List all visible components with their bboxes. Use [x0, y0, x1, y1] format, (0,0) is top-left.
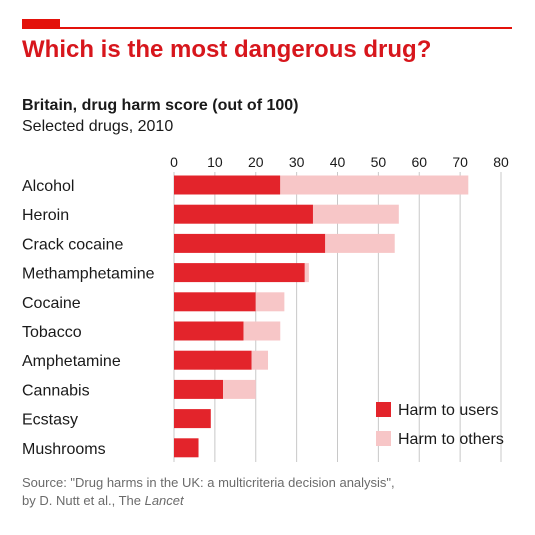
bar-harm-to-others [325, 233, 395, 253]
bar-harm-to-users [174, 409, 211, 429]
bar-harm-to-others [304, 263, 309, 283]
x-tick-label: 40 [330, 154, 346, 170]
legend-swatch-harm-to-others [376, 431, 391, 446]
header-rule [22, 27, 512, 29]
bar-harm-to-users [174, 379, 224, 399]
bar-harm-to-users [174, 263, 305, 283]
x-tick-label: 60 [411, 154, 427, 170]
x-tick-label: 30 [289, 154, 305, 170]
category-label: Heroin [22, 207, 69, 224]
header-accent-block [22, 19, 60, 29]
legend-label-harm-to-others: Harm to others [398, 431, 504, 448]
category-label: Alcohol [22, 178, 74, 195]
bar-harm-to-users [174, 204, 313, 224]
bar-harm-to-others [312, 204, 399, 224]
source-note: Source: "Drug harms in the UK: a multicr… [22, 474, 395, 510]
x-tick-label: 50 [371, 154, 387, 170]
category-label: Cannabis [22, 382, 90, 399]
legend-label-harm-to-users: Harm to users [398, 402, 498, 419]
x-tick-label: 10 [207, 154, 223, 170]
category-label: Tobacco [22, 324, 82, 341]
bar-harm-to-users [174, 350, 252, 370]
chart-title: Which is the most dangerous drug? [22, 36, 432, 63]
source-line-2: by D. Nutt et al., The Lancet [22, 492, 395, 510]
source-journal: Lancet [144, 493, 184, 508]
category-label: Cocaine [22, 295, 81, 312]
bar-harm-to-others [251, 350, 269, 370]
x-tick-label: 0 [170, 154, 178, 170]
bar-harm-to-users [174, 292, 256, 312]
category-label: Ecstasy [22, 412, 78, 429]
category-label: Methamphetamine [22, 266, 155, 283]
source-authors: by D. Nutt et al., The [22, 493, 145, 508]
bar-harm-to-others [243, 321, 281, 341]
x-tick-label: 70 [452, 154, 468, 170]
bar-harm-to-others [223, 379, 256, 399]
category-label: Crack cocaine [22, 236, 123, 253]
bar-harm-to-others [255, 292, 285, 312]
bar-harm-to-users [174, 438, 199, 458]
x-tick-label: 20 [248, 154, 264, 170]
x-tick-label: 80 [493, 154, 509, 170]
bar-chart: 0 10 20 30 40 50 60 70 80 Alcohol Heroin Crack coca… [22, 154, 509, 462]
bar-harm-to-users [174, 175, 281, 195]
chart-subtitle: Britain, drug harm score (out of 100) [22, 97, 299, 114]
source-line-1: Source: "Drug harms in the UK: a multicr… [22, 475, 395, 490]
bar-harm-to-users [174, 233, 326, 253]
bar-harm-to-users [174, 321, 244, 341]
category-label: Mushrooms [22, 441, 106, 458]
legend-swatch-harm-to-users [376, 402, 391, 417]
chart-subtitle-secondary: Selected drugs, 2010 [22, 118, 174, 135]
category-label: Amphetamine [22, 353, 121, 370]
bar-harm-to-others [280, 175, 469, 195]
